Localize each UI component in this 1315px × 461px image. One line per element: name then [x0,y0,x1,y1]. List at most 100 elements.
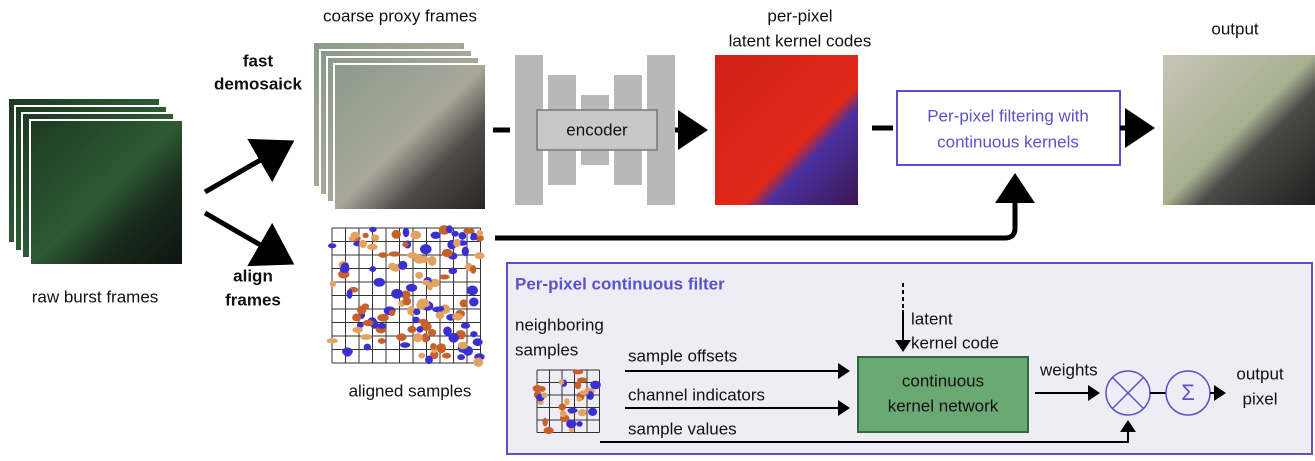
sample-dot [413,309,420,315]
sample-dot [558,404,566,411]
sample-dot [425,355,433,364]
label: output [1236,364,1284,383]
sample-dot [413,333,423,342]
sum-symbol: Σ [1181,380,1195,405]
sample-dot [398,261,407,270]
sample-dot [374,278,385,287]
sample-dot [590,381,601,390]
sample-dot [391,289,403,299]
arrow [205,143,290,192]
sample-dot [421,302,430,307]
sample-dot [437,343,446,353]
label: per-pixel [767,6,832,25]
sample-dot [378,252,388,258]
sample-dot [377,314,389,322]
sample-dot [328,243,336,248]
label: channel indicators [628,385,765,404]
sample-dot [406,284,417,292]
sample-dot [432,307,443,313]
sample-dot [439,274,450,279]
sample-dot [400,342,410,348]
sample-dot [422,333,429,343]
label: kernel code [911,333,999,352]
sample-dot [369,227,376,232]
sample-dot [458,342,468,349]
sample-dot [414,255,425,264]
sample-dot [436,311,445,319]
label: coarse proxy frames [323,6,477,25]
sample-dot [573,370,583,375]
label: latent [911,309,953,328]
sample-dot [475,252,485,259]
label: aligned samples [349,381,472,400]
latent-image [715,55,858,205]
aligned-samples [327,225,485,367]
sample-dot [559,379,564,384]
sample-dot [442,353,451,359]
sample-dot [566,419,576,428]
sample-dot [451,231,458,237]
sample-dot [378,338,386,344]
sample-dot [575,381,582,389]
sample-dot [411,231,422,240]
sample-dot [330,281,337,287]
sample-dot [343,348,352,357]
sample-dot [448,268,457,274]
sample-dot [402,242,408,247]
proxy-frames [313,42,486,210]
sample-dot [403,228,410,238]
sample-dot [389,310,395,316]
sample-dot [560,411,567,417]
sample-dot [428,256,437,266]
sample-dot [418,319,428,324]
sample-dot [542,418,548,427]
output-image [1163,55,1315,205]
sample-dot [396,333,406,341]
sample-dot [407,326,416,333]
label: neighboring [515,315,604,334]
sample-dot [446,225,453,233]
network-box [858,357,1028,432]
label: sample values [628,419,737,438]
sample-dot [377,323,386,329]
sample-dot [564,398,569,405]
sample-dot [576,421,582,427]
sample-dot [430,343,437,350]
label: pixel [1243,389,1278,408]
filtering-box [897,91,1120,165]
sample-dot [577,397,582,402]
sample-dot [327,338,338,343]
arrow [205,213,290,262]
sample-dot [403,297,412,305]
sample-dot [470,265,476,274]
sample-dot [369,266,376,272]
sample-dot [363,233,369,238]
sample-dot [347,289,353,299]
sample-dot [442,249,453,257]
label: frames [225,290,281,309]
sample-dot [420,244,432,254]
sample-dot [461,323,470,329]
sample-dot [392,230,401,239]
sample-dot [473,338,483,346]
sample-dot [578,409,587,416]
label: continuous [902,371,984,390]
label: raw burst frames [32,287,159,306]
label: align [233,266,273,285]
sample-dot [473,358,483,367]
sample-dot [470,331,477,337]
sample-dot [357,306,366,315]
label: samples [515,340,578,359]
sample-dot [462,246,469,256]
sample-dot [470,235,477,240]
sample-dot [431,232,441,239]
label: latent kernel codes [729,31,872,50]
sample-dot [363,320,374,326]
sample-dot [367,244,378,251]
sample-dot [359,240,367,248]
sample-dot [460,299,468,307]
sample-dot [457,354,465,360]
sample-dot [389,251,400,256]
panel-title: Per-pixel continuous filter [515,274,725,293]
sample-dot [544,427,554,434]
